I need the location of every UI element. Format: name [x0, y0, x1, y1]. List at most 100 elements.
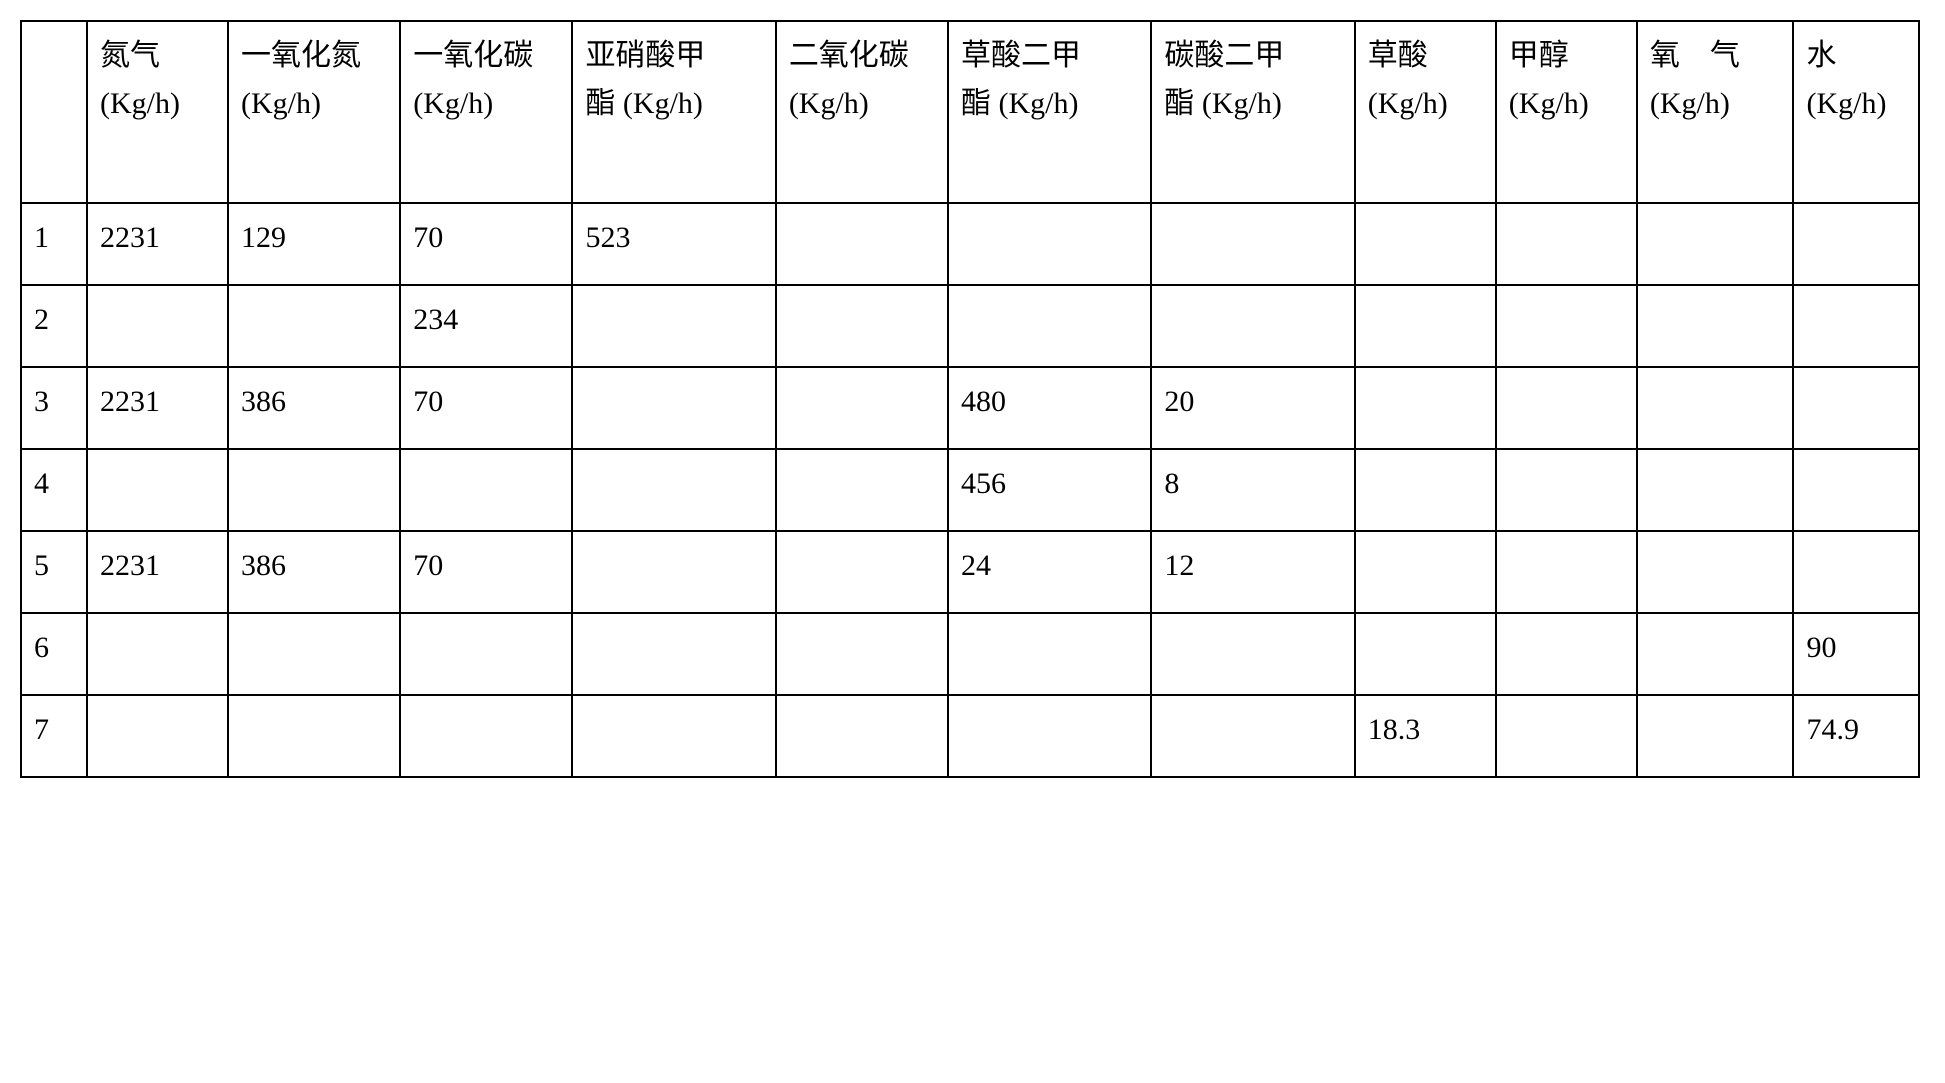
cell — [87, 613, 228, 695]
cell: 74.9 — [1793, 695, 1919, 777]
cell: 70 — [400, 531, 572, 613]
cell — [1151, 285, 1354, 367]
cell — [87, 449, 228, 531]
cell — [1637, 531, 1794, 613]
header-label: 一氧化氮 (Kg/h) — [241, 32, 387, 128]
cell: 129 — [228, 203, 400, 285]
cell: 2231 — [87, 203, 228, 285]
cell — [572, 367, 775, 449]
cell: 18.3 — [1355, 695, 1496, 777]
header-label: 氧 气 (Kg/h) — [1650, 32, 1781, 128]
header-label: 亚硝酸甲 酯 (Kg/h) — [585, 32, 762, 128]
cell — [776, 613, 948, 695]
data-table: 氮气 (Kg/h) 一氧化氮 (Kg/h) 一氧化碳 (Kg/h) 亚硝酸甲 酯… — [20, 20, 1920, 778]
header-cell: 碳酸二甲 酯 (Kg/h) — [1151, 21, 1354, 203]
row-number: 2 — [21, 285, 87, 367]
header-cell: 草酸 (Kg/h) — [1355, 21, 1496, 203]
table-row: 4 456 8 — [21, 449, 1919, 531]
cell — [776, 449, 948, 531]
row-number: 5 — [21, 531, 87, 613]
cell — [228, 449, 400, 531]
cell — [948, 613, 1151, 695]
header-label: 二氧化碳 (Kg/h) — [789, 32, 935, 128]
row-number: 1 — [21, 203, 87, 285]
cell — [87, 285, 228, 367]
cell — [776, 285, 948, 367]
cell: 234 — [400, 285, 572, 367]
cell — [776, 695, 948, 777]
cell — [1496, 203, 1637, 285]
cell: 386 — [228, 531, 400, 613]
cell: 90 — [1793, 613, 1919, 695]
cell: 480 — [948, 367, 1151, 449]
cell — [948, 203, 1151, 285]
cell — [1793, 531, 1919, 613]
cell — [1496, 613, 1637, 695]
table-row: 2 234 — [21, 285, 1919, 367]
cell — [1637, 613, 1794, 695]
cell — [572, 613, 775, 695]
header-label: 碳酸二甲 酯 (Kg/h) — [1164, 32, 1341, 128]
header-cell: 一氧化碳 (Kg/h) — [400, 21, 572, 203]
header-label: 氮气 (Kg/h) — [100, 32, 215, 128]
header-row: 氮气 (Kg/h) 一氧化氮 (Kg/h) 一氧化碳 (Kg/h) 亚硝酸甲 酯… — [21, 21, 1919, 203]
row-number: 3 — [21, 367, 87, 449]
header-cell: 一氧化氮 (Kg/h) — [228, 21, 400, 203]
cell — [400, 695, 572, 777]
cell — [1151, 695, 1354, 777]
header-cell: 甲醇 (Kg/h) — [1496, 21, 1637, 203]
cell: 24 — [948, 531, 1151, 613]
cell: 12 — [1151, 531, 1354, 613]
cell — [1496, 531, 1637, 613]
cell — [776, 203, 948, 285]
cell — [1793, 203, 1919, 285]
table-body: 1 2231 129 70 523 2 234 — [21, 203, 1919, 777]
cell — [1496, 449, 1637, 531]
table-row: 7 18.3 74.9 — [21, 695, 1919, 777]
cell: 20 — [1151, 367, 1354, 449]
cell — [572, 449, 775, 531]
cell — [948, 695, 1151, 777]
cell: 70 — [400, 367, 572, 449]
cell: 523 — [572, 203, 775, 285]
cell: 386 — [228, 367, 400, 449]
cell — [1355, 367, 1496, 449]
table-header: 氮气 (Kg/h) 一氧化氮 (Kg/h) 一氧化碳 (Kg/h) 亚硝酸甲 酯… — [21, 21, 1919, 203]
table-row: 6 90 — [21, 613, 1919, 695]
header-label: 水 (Kg/h) — [1806, 32, 1906, 128]
cell — [228, 695, 400, 777]
cell — [1637, 449, 1794, 531]
cell — [400, 449, 572, 531]
cell — [1496, 695, 1637, 777]
cell — [1793, 449, 1919, 531]
header-cell: 二氧化碳 (Kg/h) — [776, 21, 948, 203]
cell — [1793, 285, 1919, 367]
cell: 2231 — [87, 531, 228, 613]
header-cell: 水 (Kg/h) — [1793, 21, 1919, 203]
table-row: 3 2231 386 70 480 20 — [21, 367, 1919, 449]
cell — [1151, 203, 1354, 285]
cell — [572, 531, 775, 613]
cell — [1355, 285, 1496, 367]
cell — [572, 695, 775, 777]
cell — [948, 285, 1151, 367]
cell — [87, 695, 228, 777]
cell — [1637, 203, 1794, 285]
header-label: 草酸 (Kg/h) — [1368, 32, 1483, 128]
header-label: 一氧化碳 (Kg/h) — [413, 32, 559, 128]
cell — [1355, 531, 1496, 613]
cell — [1151, 613, 1354, 695]
cell — [1637, 695, 1794, 777]
cell — [228, 613, 400, 695]
cell — [1496, 367, 1637, 449]
cell — [1355, 613, 1496, 695]
cell — [1355, 449, 1496, 531]
header-cell: 亚硝酸甲 酯 (Kg/h) — [572, 21, 775, 203]
cell — [776, 531, 948, 613]
header-label: 草酸二甲 酯 (Kg/h) — [961, 32, 1138, 128]
table-row: 1 2231 129 70 523 — [21, 203, 1919, 285]
cell — [1637, 367, 1794, 449]
cell — [400, 613, 572, 695]
cell: 2231 — [87, 367, 228, 449]
cell — [1496, 285, 1637, 367]
